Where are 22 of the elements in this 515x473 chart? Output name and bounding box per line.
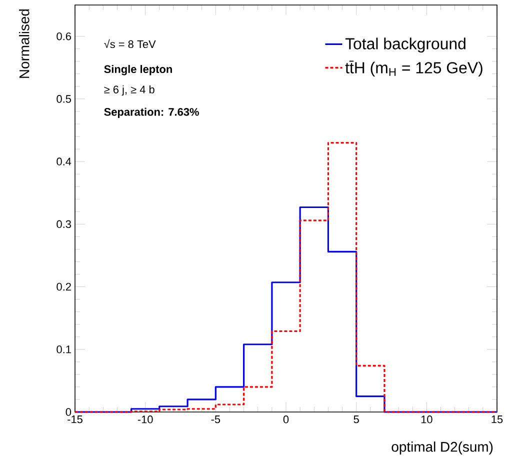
x-tick-label: -5 bbox=[211, 416, 220, 424]
x-tick-label: 10 bbox=[421, 416, 432, 424]
y-tick-label: 0.6 bbox=[56, 32, 71, 40]
x-tick-label: -10 bbox=[138, 416, 153, 424]
y-tick-label: 0.1 bbox=[56, 346, 71, 354]
x-tick-label: -15 bbox=[68, 416, 82, 424]
y-axis-title: Normalised bbox=[19, 9, 30, 78]
annotation: Single lepton bbox=[104, 64, 172, 76]
annotation: Separation: 7.63% bbox=[104, 108, 199, 118]
y-tick-label: 0.3 bbox=[56, 220, 71, 228]
annotation: √s = 8 TeV bbox=[104, 39, 156, 48]
y-tick-label: 0.5 bbox=[56, 95, 72, 103]
legend-label: tt̄H (m$_{H}$ = 125 GeV) bbox=[345, 60, 482, 77]
y-tick-label: 0 bbox=[66, 408, 72, 416]
y-tick-label: 0.4 bbox=[56, 158, 72, 166]
x-tick-label: 0 bbox=[283, 416, 289, 424]
annotation: ≥ 6 j, ≥ 4 b bbox=[104, 85, 154, 96]
x-axis-title: optimal D2(sum) bbox=[392, 442, 493, 455]
x-tick-label: 15 bbox=[492, 416, 503, 424]
x-tick-label: 5 bbox=[354, 416, 359, 424]
y-tick-label: 0.2 bbox=[56, 282, 71, 291]
legend-label: Total background bbox=[345, 38, 466, 53]
